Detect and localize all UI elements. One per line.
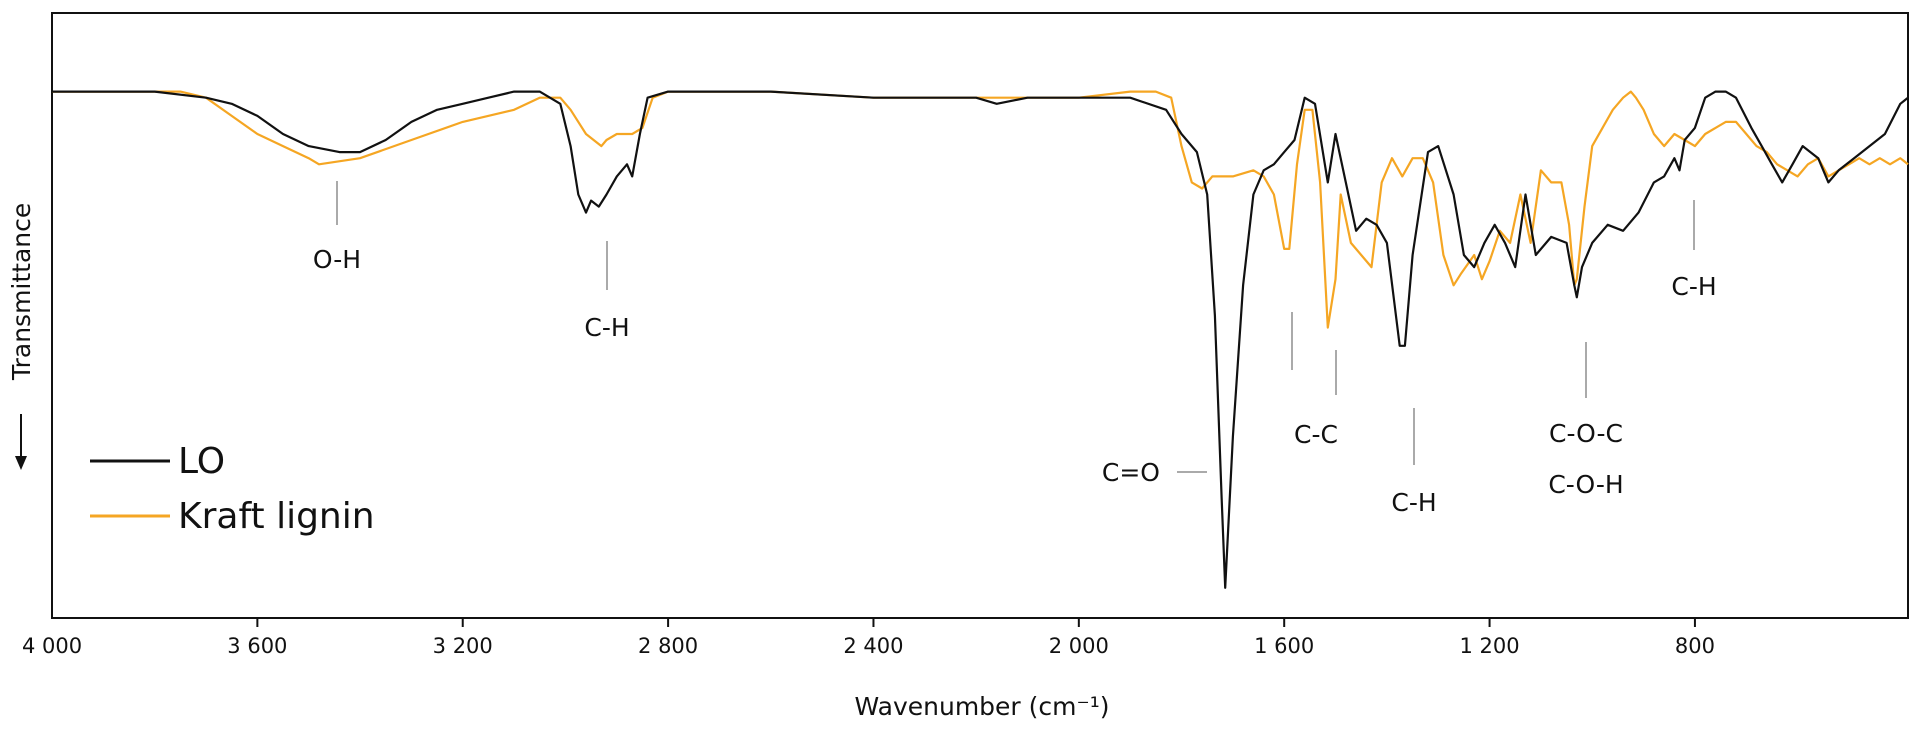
- x-tick-label: 1 600: [1254, 634, 1314, 658]
- series-layer: [52, 90, 1909, 589]
- legend-label: Kraft lignin: [178, 496, 375, 537]
- legend: LO Kraft lignin: [90, 441, 375, 537]
- peak-annotation: C-O-H: [1548, 470, 1623, 499]
- peak-annotation: O-H: [313, 245, 361, 274]
- x-tick-label: 3 200: [433, 634, 493, 658]
- peak-annotation: C=O: [1102, 458, 1160, 487]
- x-tick-label: 3 600: [227, 634, 287, 658]
- series-line-lo: [52, 90, 1909, 589]
- x-axis-title: Wavenumber (cm⁻¹): [855, 692, 1110, 721]
- y-axis-arrow: [15, 414, 27, 470]
- x-tick-label: 2 000: [1049, 634, 1109, 658]
- peak-annotation: C-O-C: [1549, 419, 1623, 448]
- legend-label: LO: [178, 441, 225, 482]
- series-line-kraft-lignin: [52, 90, 1909, 329]
- peak-annotation: C-H: [584, 313, 629, 342]
- y-axis-title: Transmittance: [7, 203, 36, 381]
- x-tick-label: 2 800: [638, 634, 698, 658]
- annotation-layer: O-H C-H C=O C-C C-H C-O-C C-O-H C-H: [313, 181, 1717, 517]
- x-axis: 4 000 3 600 3 200 2 800 2 400 2 000 1 600 1 200…: [22, 618, 1715, 658]
- x-tick-label: 800: [1675, 634, 1715, 658]
- plot-frame: [51, 12, 1909, 619]
- x-tick-label: 1 200: [1460, 634, 1520, 658]
- y-axis-title-group: Transmittance: [7, 203, 36, 381]
- peak-annotation: C-C: [1294, 420, 1338, 449]
- x-tick-label: 4 000: [22, 634, 82, 658]
- x-tick-label: 2 400: [843, 634, 903, 658]
- peak-annotation: C-H: [1671, 272, 1716, 301]
- peak-annotation: C-H: [1391, 488, 1436, 517]
